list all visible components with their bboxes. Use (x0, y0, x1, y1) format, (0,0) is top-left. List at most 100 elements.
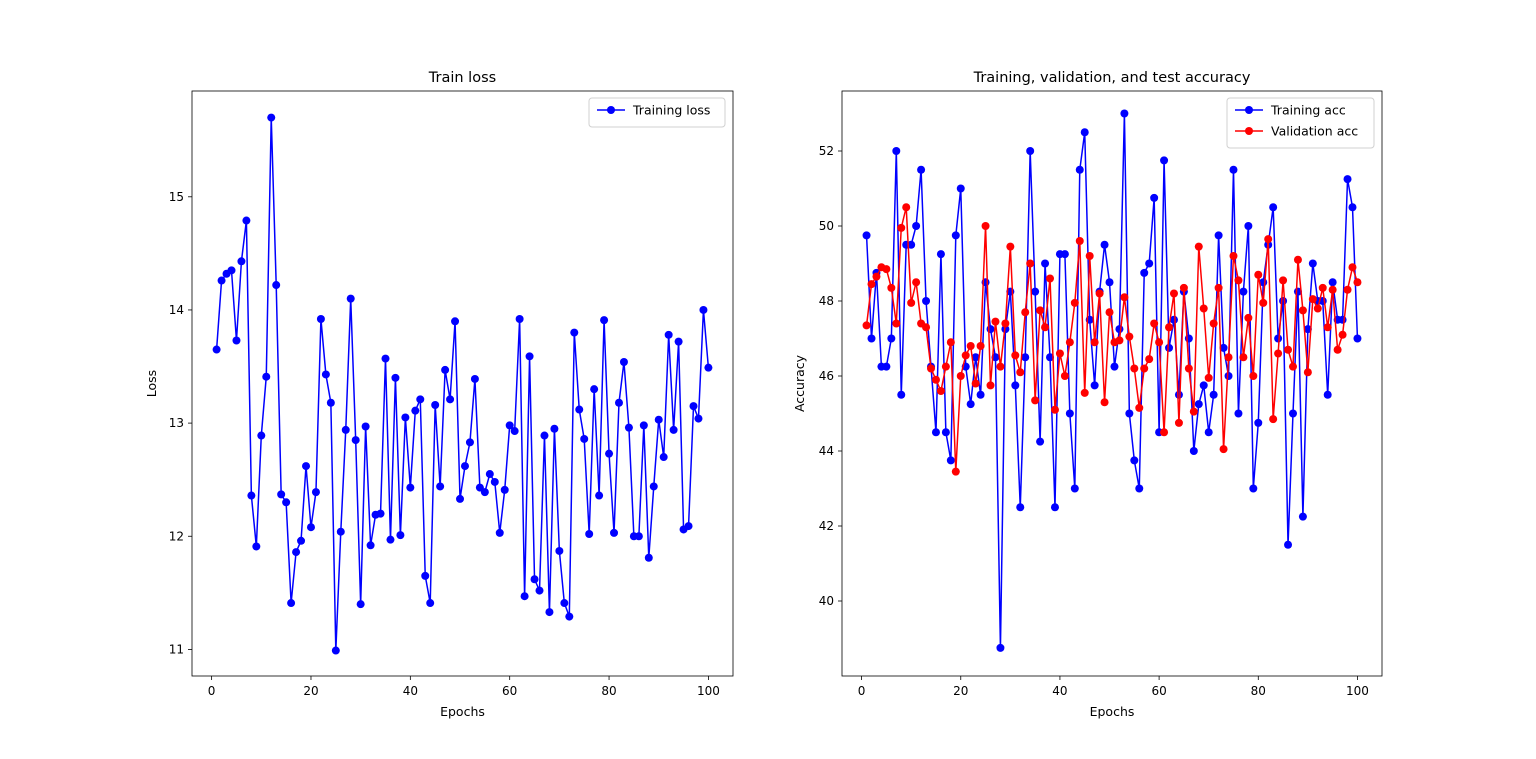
series-training-loss (212, 113, 713, 655)
data-point (1328, 278, 1337, 287)
data-point (421, 571, 430, 580)
data-point (941, 428, 950, 437)
data-point (331, 646, 340, 655)
data-point (1184, 364, 1193, 373)
data-point (1244, 313, 1253, 322)
data-point (669, 425, 678, 434)
data-point (1155, 338, 1164, 347)
data-point (1348, 203, 1357, 212)
data-point (1323, 390, 1332, 399)
data-point (1125, 332, 1134, 341)
y-tick-label: 42 (819, 519, 834, 533)
data-point (614, 398, 623, 407)
data-point (1189, 407, 1198, 416)
data-point (1026, 259, 1035, 268)
data-point (1105, 308, 1114, 317)
data-point (1065, 338, 1074, 347)
data-point (351, 436, 360, 445)
data-point (436, 482, 445, 491)
data-point (1214, 231, 1223, 240)
data-point (1348, 263, 1357, 272)
data-point (976, 390, 985, 399)
data-point (951, 467, 960, 476)
data-point (1338, 330, 1347, 339)
plot-frame (191, 90, 734, 677)
data-point (232, 336, 241, 345)
data-point (644, 553, 653, 562)
data-point (237, 257, 246, 266)
data-point (346, 294, 355, 303)
data-point (1264, 235, 1273, 244)
data-point (321, 370, 330, 379)
data-point (1031, 396, 1040, 405)
data-point (262, 372, 271, 381)
series-line (865, 207, 1359, 472)
data-point (391, 373, 400, 382)
data-point (946, 338, 955, 347)
data-point (1209, 390, 1218, 399)
data-point (941, 362, 950, 371)
data-point (1105, 278, 1114, 287)
data-point (917, 165, 926, 174)
data-point (674, 337, 683, 346)
data-point (590, 385, 599, 394)
data-point (520, 592, 529, 601)
data-point (867, 280, 876, 289)
data-point (411, 406, 420, 415)
data-point (1298, 512, 1307, 521)
data-point (212, 345, 221, 354)
data-point (1284, 345, 1293, 354)
data-point (257, 431, 266, 440)
data-point (981, 222, 990, 230)
data-point (311, 488, 320, 497)
x-axis-label: Epochs (1090, 704, 1135, 719)
legend-label: Training acc (1270, 103, 1346, 118)
data-point (902, 203, 911, 212)
data-point (1174, 390, 1183, 399)
data-point (1338, 315, 1347, 324)
data-point (1184, 334, 1193, 343)
data-point (316, 315, 325, 324)
data-point (217, 276, 226, 285)
data-point (936, 387, 945, 395)
data-point (401, 413, 410, 422)
data-point (1308, 295, 1317, 304)
data-point (1239, 287, 1248, 296)
data-point (1120, 293, 1129, 302)
data-point (1090, 338, 1099, 347)
data-point (1031, 287, 1040, 296)
data-point (1060, 250, 1069, 259)
data-point (600, 316, 609, 325)
y-tick-label: 12 (169, 529, 184, 543)
data-point (1080, 128, 1089, 137)
data-point (550, 424, 559, 433)
data-point (287, 599, 296, 608)
data-point (882, 362, 891, 371)
data-point (897, 390, 906, 399)
data-point (684, 522, 693, 531)
legend-marker (1245, 127, 1253, 135)
data-point (1318, 283, 1327, 292)
data-point (1303, 325, 1312, 334)
chart-panel-1: 0 20 40 60 80 100 11 12 13 14 15 Train loss Epochs Lo… (144, 70, 734, 719)
data-point (1224, 353, 1233, 362)
data-point (862, 231, 871, 240)
data-point (1140, 268, 1149, 277)
data-point (470, 374, 479, 383)
data-point (912, 278, 921, 287)
data-point (341, 425, 350, 434)
data-point (272, 281, 281, 290)
data-point (971, 353, 980, 362)
data-point (1095, 289, 1104, 298)
legend-marker (1245, 106, 1253, 114)
data-point (862, 321, 871, 330)
data-point (1165, 343, 1174, 352)
data-point (1189, 447, 1198, 455)
data-point (1160, 156, 1169, 165)
data-point (961, 351, 970, 360)
data-point (907, 240, 916, 249)
data-point (1016, 368, 1025, 377)
legend-label: Validation acc (1271, 124, 1358, 139)
data-point (1254, 270, 1263, 279)
